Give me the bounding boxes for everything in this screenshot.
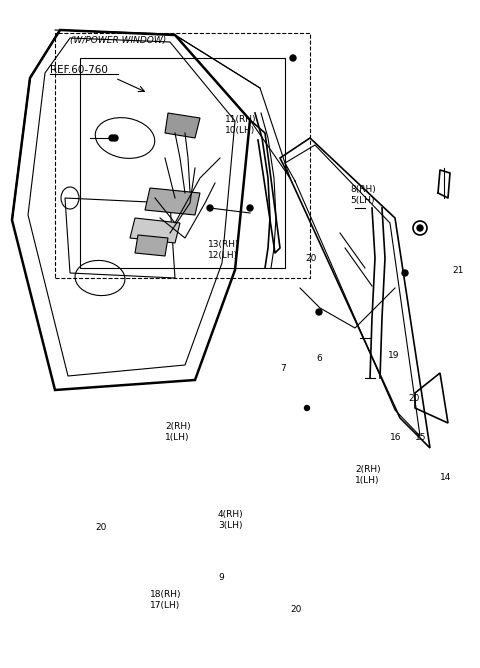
Text: 7: 7 <box>280 363 286 373</box>
Text: 20: 20 <box>408 393 420 403</box>
Text: REF.60-760: REF.60-760 <box>50 65 108 75</box>
Circle shape <box>402 270 408 276</box>
Circle shape <box>290 55 296 61</box>
Polygon shape <box>130 218 180 243</box>
Polygon shape <box>165 113 200 138</box>
Text: 6: 6 <box>316 353 322 363</box>
Text: 19: 19 <box>388 351 399 359</box>
Text: 13(RH)
12(LH): 13(RH) 12(LH) <box>208 240 240 260</box>
Polygon shape <box>135 235 168 256</box>
Text: 20: 20 <box>95 524 107 532</box>
Circle shape <box>417 225 423 231</box>
Text: 2(RH)
1(LH): 2(RH) 1(LH) <box>355 466 381 485</box>
Text: 14: 14 <box>440 472 451 482</box>
Text: 11(RH)
10(LH): 11(RH) 10(LH) <box>225 116 256 135</box>
Circle shape <box>109 135 115 141</box>
Circle shape <box>207 205 213 211</box>
Text: 2(RH)
1(LH): 2(RH) 1(LH) <box>165 422 191 442</box>
Text: 18(RH)
17(LH): 18(RH) 17(LH) <box>150 591 181 610</box>
Circle shape <box>304 405 310 411</box>
Text: 20: 20 <box>290 605 301 615</box>
Text: 16: 16 <box>390 432 401 442</box>
Text: 8(RH)
5(LH): 8(RH) 5(LH) <box>350 185 376 204</box>
Circle shape <box>112 135 118 141</box>
Polygon shape <box>145 188 200 215</box>
Text: 9: 9 <box>218 574 224 582</box>
Circle shape <box>247 205 253 211</box>
Text: 4(RH)
3(LH): 4(RH) 3(LH) <box>218 510 244 530</box>
Text: 21: 21 <box>452 265 463 275</box>
Text: 20: 20 <box>305 253 316 263</box>
Text: (W/POWER WINDOW): (W/POWER WINDOW) <box>70 36 166 45</box>
Circle shape <box>316 309 322 315</box>
Text: 15: 15 <box>415 432 427 442</box>
Bar <box>80 58 285 268</box>
Bar <box>55 33 310 278</box>
